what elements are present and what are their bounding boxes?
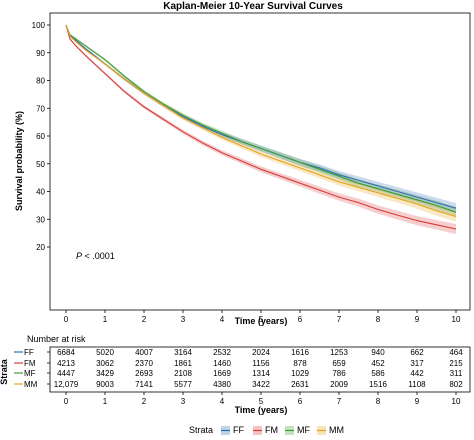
risk-cell-mm-3: 5577 [174,380,192,389]
risk-cell-ff-7: 1253 [330,348,348,357]
p-value-annotation: P < .0001 [76,251,115,261]
x-tick-label-2: 2 [142,315,147,324]
risk-cell-ff-8: 940 [371,348,385,357]
risk-strata-label: Strata [0,358,9,385]
risk-cell-ff-4: 2532 [213,348,231,357]
x-tick-label-0: 0 [64,315,69,324]
y-tick-label-100: 100 [32,21,46,30]
risk-x-tick-label-9: 9 [415,397,420,406]
series-line-mf [66,25,456,212]
risk-cell-mm-5: 3422 [252,380,270,389]
risk-cell-ff-1: 5020 [96,348,114,357]
risk-cell-ff-3: 3164 [174,348,192,357]
risk-table: FF66845020400731642532202416161253940662… [14,347,470,406]
risk-cell-mf-7: 786 [332,369,346,378]
legend: Strata FF FM MF MM [189,425,344,435]
risk-x-tick-label-4: 4 [220,397,225,406]
risk-x-tick-label-6: 6 [298,397,303,406]
y-axis-label: Survival probability (%) [14,111,24,211]
risk-x-tick-label-1: 1 [103,397,108,406]
y-tick-label-90: 90 [36,49,45,58]
risk-cell-mf-9: 442 [410,369,424,378]
legend-label-mm: MM [329,425,344,435]
risk-cell-fm-3: 1861 [174,359,192,368]
risk-cell-mf-2: 2693 [135,369,153,378]
risk-x-tick-label-7: 7 [337,397,342,406]
x-tick-label-3: 3 [181,315,186,324]
y-tick-label-30: 30 [36,215,45,224]
y-tick-label-50: 50 [36,160,45,169]
y-tick-label-60: 60 [36,132,45,141]
risk-cell-mf-3: 2108 [174,369,192,378]
risk-table-title: Number at risk [27,334,86,344]
risk-x-axis-label: Time (years) [235,405,288,415]
plot-frame [50,13,470,310]
risk-cell-fm-10: 215 [449,359,463,368]
risk-cell-mf-6: 1029 [291,369,309,378]
risk-cell-fm-6: 878 [293,359,307,368]
x-tick-label-8: 8 [376,315,381,324]
risk-cell-mf-0: 4447 [57,369,75,378]
chart-title: Kaplan-Meier 10-Year Survival Curves [163,1,343,12]
risk-x-tick-label-10: 10 [452,397,461,406]
risk-x-tick-label-2: 2 [142,397,147,406]
risk-x-tick-label-8: 8 [376,397,381,406]
risk-cell-mm-2: 7141 [135,380,153,389]
y-tick-label-70: 70 [36,104,45,113]
risk-row-label-fm: FM [24,359,36,368]
legend-title: Strata [189,425,213,435]
x-tick-label-10: 10 [452,315,461,324]
series-line-ff [66,25,456,208]
risk-cell-fm-4: 1460 [213,359,231,368]
risk-row-label-ff: FF [24,348,34,357]
x-tick-label-7: 7 [337,315,342,324]
risk-cell-mm-9: 1108 [408,380,426,389]
risk-cell-ff-10: 464 [449,348,463,357]
risk-x-tick-label-3: 3 [181,397,186,406]
legend-label-fm: FM [265,425,278,435]
legend-label-mf: MF [297,425,310,435]
p-value-text: < .0001 [82,251,115,261]
risk-cell-mm-8: 1516 [369,380,387,389]
x-axis-label: Time (years) [235,316,288,326]
legend-label-ff: FF [233,425,244,435]
risk-cell-mm-4: 4380 [213,380,231,389]
x-tick-label-6: 6 [298,315,303,324]
y-tick-label-80: 80 [36,77,45,86]
risk-cell-fm-5: 1156 [252,359,270,368]
risk-cell-fm-0: 4213 [57,359,75,368]
y-tick-label-40: 40 [36,188,45,197]
risk-cell-mf-1: 3429 [96,369,114,378]
risk-cell-mf-4: 1669 [213,369,231,378]
risk-cell-fm-8: 452 [371,359,385,368]
risk-cell-mm-6: 2631 [291,380,309,389]
risk-cell-mm-0: 12,079 [54,380,79,389]
risk-row-label-mm: MM [24,380,38,389]
risk-cell-fm-2: 2370 [135,359,153,368]
risk-cell-mm-1: 9003 [96,380,114,389]
plot-area: 2030405060708090100012345678910 [32,13,470,324]
risk-cell-ff-5: 2024 [252,348,270,357]
x-tick-label-4: 4 [220,315,225,324]
risk-cell-mm-10: 802 [449,380,463,389]
risk-cell-mf-8: 586 [371,369,385,378]
risk-x-tick-label-0: 0 [64,397,69,406]
risk-cell-ff-6: 1616 [291,348,309,357]
risk-row-label-mf: MF [24,369,36,378]
x-tick-label-1: 1 [103,315,108,324]
risk-cell-ff-0: 6684 [57,348,75,357]
risk-cell-fm-1: 3062 [96,359,114,368]
risk-cell-ff-9: 662 [410,348,424,357]
risk-cell-fm-9: 317 [410,359,424,368]
risk-cell-mf-5: 1314 [252,369,270,378]
x-tick-label-9: 9 [415,315,420,324]
risk-cell-mm-7: 2009 [330,380,348,389]
risk-cell-fm-7: 659 [332,359,346,368]
risk-cell-mf-10: 311 [450,369,463,378]
risk-cell-ff-2: 4007 [135,348,153,357]
band-ff [66,24,456,213]
y-tick-label-20: 20 [36,243,45,252]
